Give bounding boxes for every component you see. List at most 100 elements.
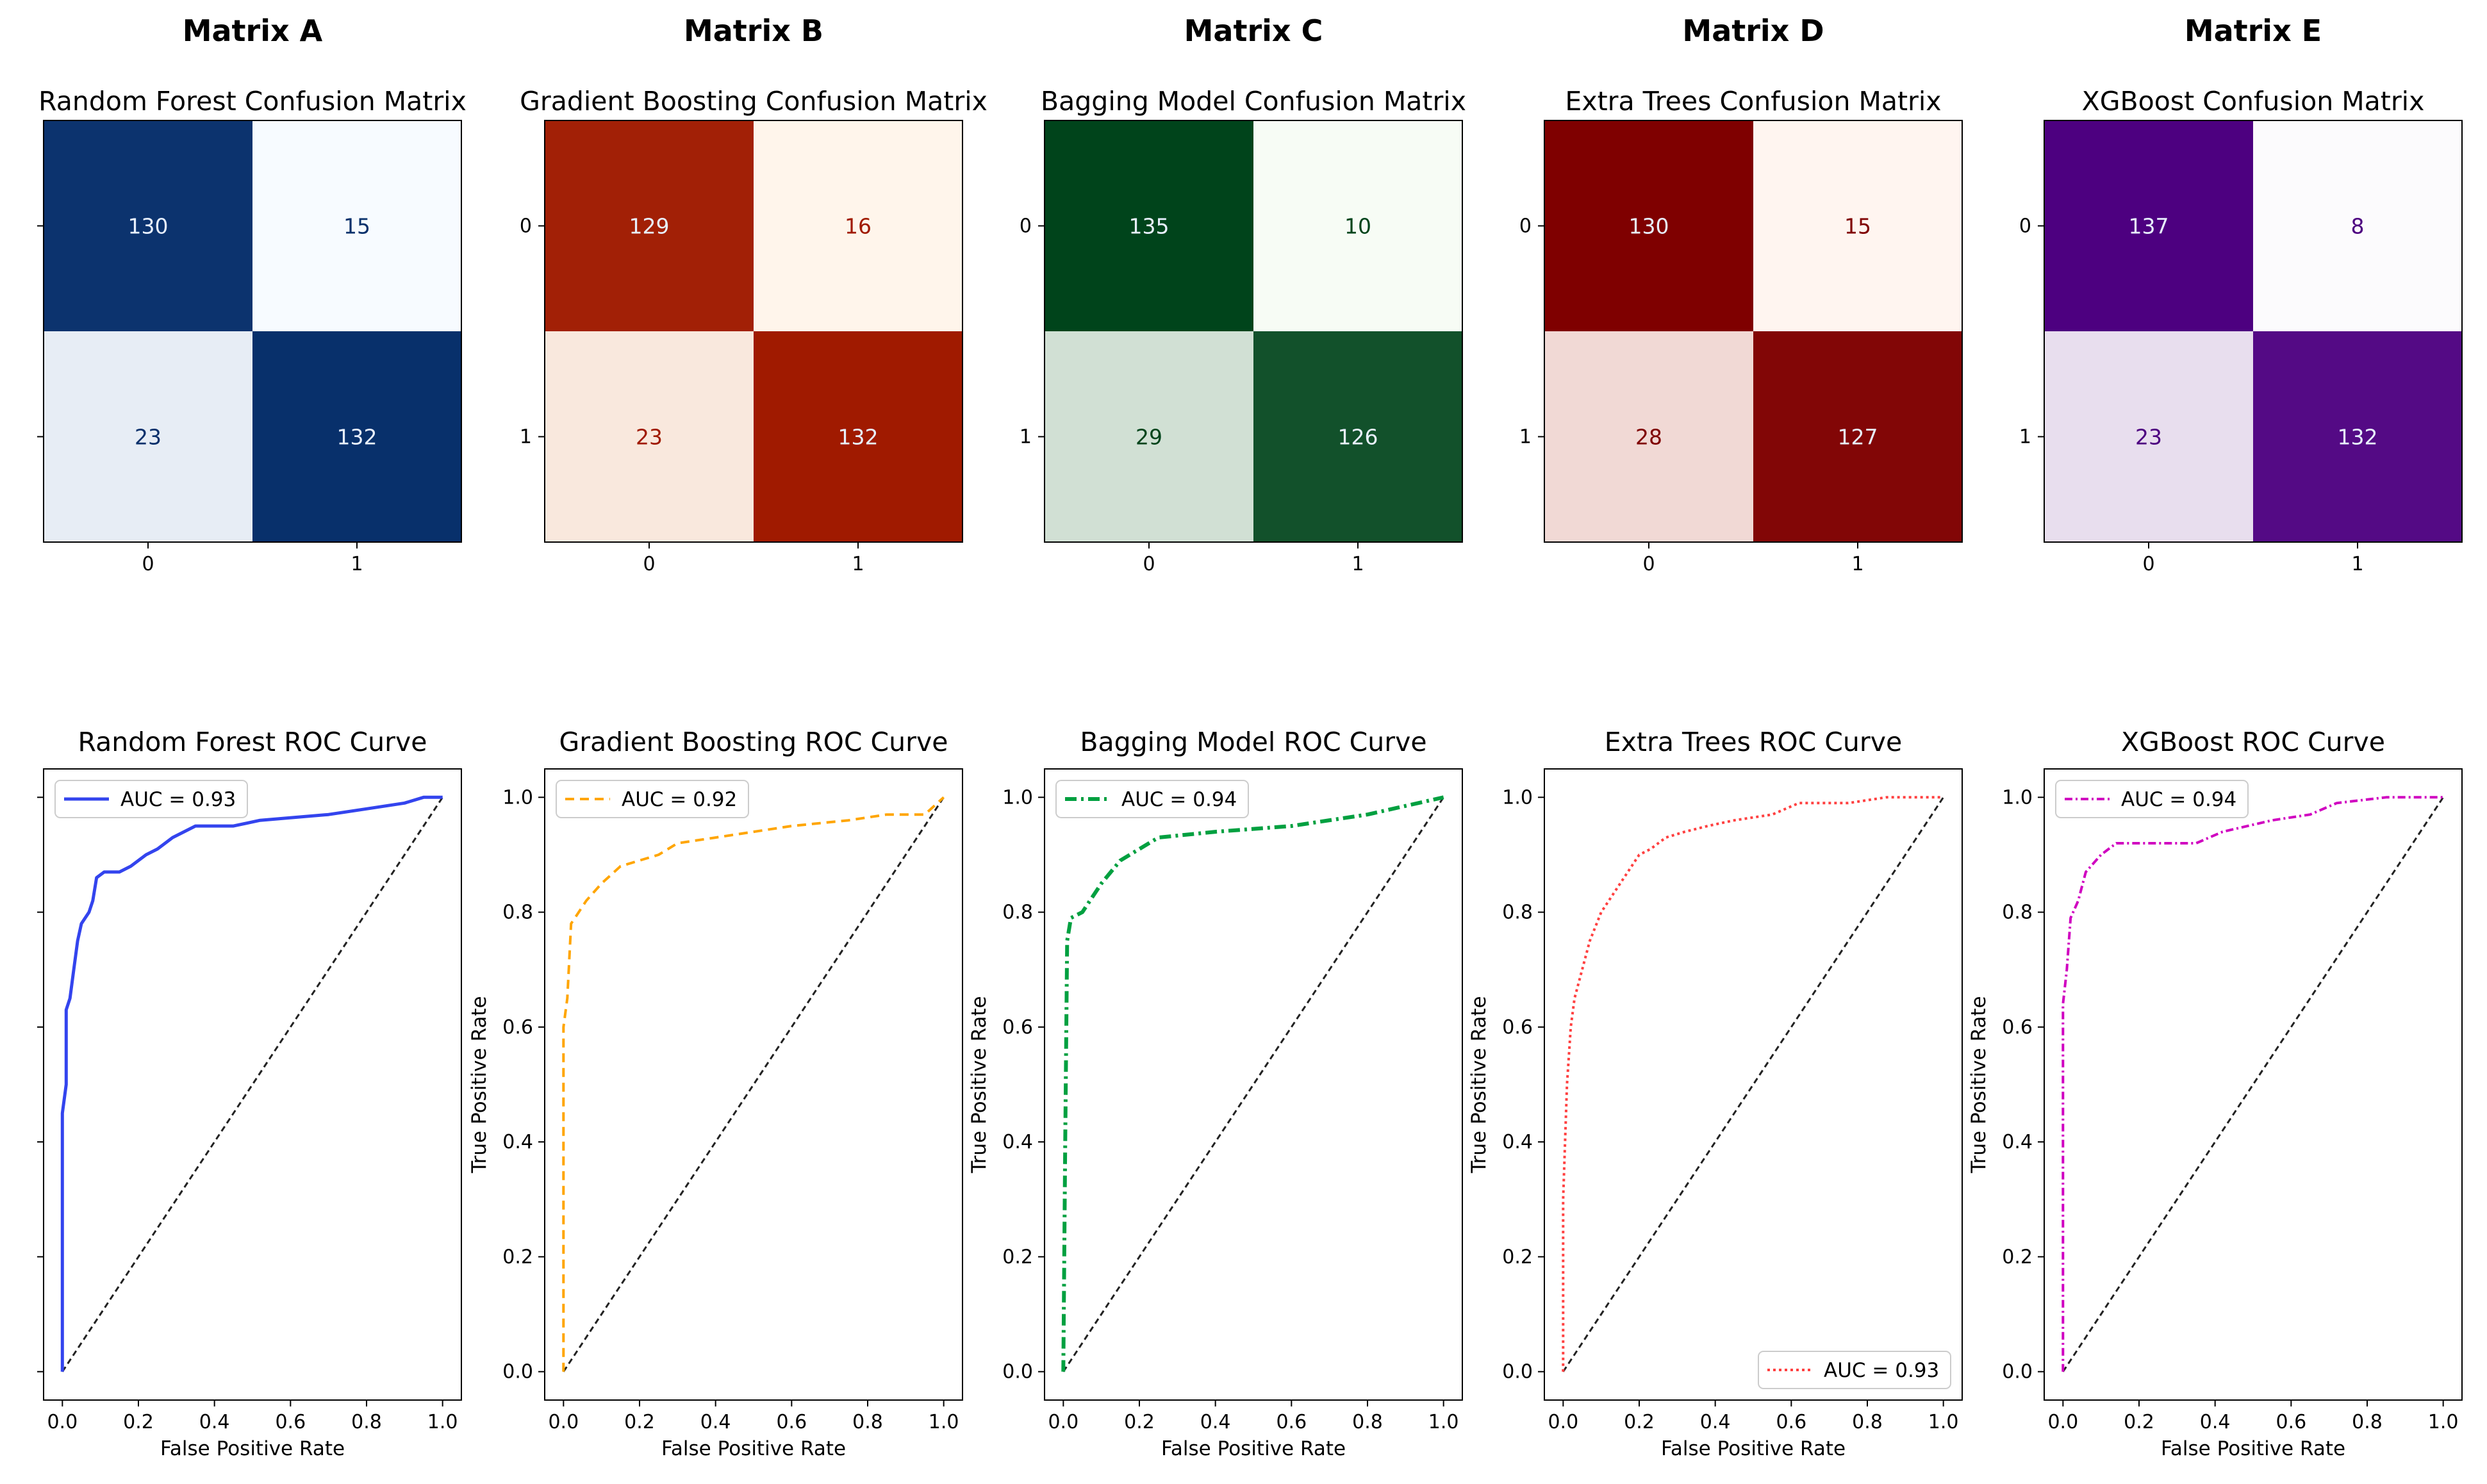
- cm-cell: [1544, 331, 1753, 542]
- roc-ytick-label: 0.4: [1002, 1131, 1033, 1153]
- roc-ytick-label: 0.2: [2002, 1246, 2033, 1268]
- roc-legend: AUC = 0.94: [2055, 780, 2249, 818]
- legend-label: AUC = 0.93: [120, 788, 236, 811]
- roc-xtick-label: 1.0: [2428, 1411, 2459, 1433]
- confusion-matrix: 137 8 23 132 0 1 0 1: [2019, 120, 2463, 575]
- legend-box: [556, 780, 749, 818]
- cm-cell-value: 126: [1338, 425, 1378, 450]
- roc-curve: [1061, 795, 1444, 1372]
- roc-plot: 0.0 0.2 0.4 0.6 0.8 1.0 0.0 0.2 0.4 0.6 0.8 1.0 Fals…: [968, 768, 1463, 1460]
- roc-curve: [60, 795, 443, 1372]
- cm-cell: [545, 331, 754, 542]
- cm-cell-value: 129: [629, 214, 670, 239]
- cm-cell-value: 130: [1629, 214, 1669, 239]
- cm-cell-value: 137: [2129, 214, 2169, 239]
- roc-title: Random Forest ROC Curve: [78, 727, 427, 757]
- cm-ytick-label: 1: [520, 426, 532, 449]
- cm-ytick-label: 0: [2019, 215, 2031, 238]
- roc-ytick-label: 0.8: [1002, 902, 1033, 924]
- cm-xtick-label: 0: [1642, 553, 1655, 575]
- cm-xtick-label: 0: [2142, 553, 2154, 575]
- matrix-title: Matrix B: [684, 13, 823, 48]
- cm-title: XGBoost Confusion Matrix: [2082, 86, 2425, 117]
- roc-plot: 0.0 0.2 0.4 0.6 0.8 1.0 False Positive Rate AUC…: [37, 768, 462, 1460]
- cm-cell-value: 132: [2338, 425, 2378, 450]
- cm-cell: [252, 331, 461, 542]
- cm-xtick-label: 1: [852, 553, 864, 575]
- cm-xtick-label: 1: [1351, 553, 1364, 575]
- roc-title: Bagging Model ROC Curve: [1080, 727, 1426, 757]
- roc-xtick-label: 0.4: [1700, 1411, 1731, 1433]
- roc-xtick-label: 0.2: [123, 1411, 154, 1433]
- panel-2: Matrix C Bagging Model Confusion Matrix 13…: [968, 13, 1466, 1460]
- roc-ytick-label: 0.8: [2002, 902, 2033, 924]
- roc-ytick-label: 0.4: [2002, 1131, 2033, 1153]
- roc-plot: 0.0 0.2 0.4 0.6 0.8 1.0 0.0 0.2 0.4 0.6 0.8 1.0 Fals…: [1967, 768, 2463, 1460]
- cm-cell-value: 132: [838, 425, 879, 450]
- cm-cell: [2044, 331, 2253, 542]
- cm-ytick-label: 0: [1519, 215, 1532, 238]
- cm-title: Random Forest Confusion Matrix: [38, 86, 467, 117]
- roc-xlabel: False Positive Rate: [1161, 1437, 1346, 1460]
- cm-ytick-label: 1: [2019, 426, 2031, 449]
- cm-cell: [545, 120, 754, 331]
- roc-xtick-label: 0.0: [1048, 1411, 1078, 1433]
- cm-ytick-label: 0: [520, 215, 532, 238]
- cm-cell: [1045, 331, 1253, 542]
- panel-3: Matrix D Extra Trees Confusion Matrix 130 1…: [1467, 13, 1963, 1460]
- roc-xtick-label: 0.2: [1124, 1411, 1155, 1433]
- cm-cell-value: 28: [1635, 425, 1662, 450]
- matrix-title: Matrix E: [2185, 13, 2322, 48]
- roc-xtick-label: 0.2: [1624, 1411, 1655, 1433]
- cm-cell: [1045, 120, 1253, 331]
- cm-cell: [1253, 331, 1462, 542]
- roc-ytick-label: 0.0: [502, 1361, 533, 1383]
- cm-cell: [1753, 331, 1962, 542]
- roc-plot: 0.0 0.2 0.4 0.6 0.8 1.0 0.0 0.2 0.4 0.6 0.8 1.0 Fals…: [1467, 768, 1963, 1460]
- cm-cell-value: 127: [1838, 425, 1878, 450]
- cm-frame: [1544, 120, 1963, 543]
- roc-xlabel: False Positive Rate: [661, 1437, 846, 1460]
- roc-ytick-label: 0.2: [1502, 1246, 1533, 1268]
- cm-cell-value: 16: [845, 214, 872, 239]
- roc-title: XGBoost ROC Curve: [2121, 727, 2385, 757]
- matrix-title: Matrix D: [1682, 13, 1824, 48]
- roc-xtick-label: 0.4: [1200, 1411, 1231, 1433]
- roc-xtick-label: 0.8: [351, 1411, 382, 1433]
- roc-xtick-label: 1.0: [1928, 1411, 1959, 1433]
- confusion-matrix: 130 15 23 132 0 1: [37, 120, 462, 575]
- cm-cell-value: 132: [337, 425, 377, 450]
- cm-cell-value: 8: [2351, 214, 2365, 239]
- cm-cell-value: 15: [1844, 214, 1871, 239]
- roc-xtick-label: 0.8: [852, 1411, 883, 1433]
- roc-ytick-label: 0.8: [1502, 902, 1533, 924]
- legend-box: [54, 780, 248, 818]
- cm-xtick-label: 0: [643, 553, 655, 575]
- cm-frame: [2044, 120, 2463, 543]
- roc-xtick-label: 0.8: [1352, 1411, 1383, 1433]
- roc-xtick-label: 0.0: [2047, 1411, 2078, 1433]
- cm-cell-value: 10: [1344, 214, 1371, 239]
- roc-ylabel: True Positive Rate: [1467, 996, 1491, 1173]
- roc-xtick-label: 0.0: [548, 1411, 579, 1433]
- cm-cell-value: 23: [135, 425, 161, 450]
- cm-cell: [754, 331, 963, 542]
- roc-ylabel: True Positive Rate: [468, 996, 491, 1173]
- roc-ytick-label: 0.6: [502, 1016, 533, 1039]
- roc-ytick-label: 1.0: [2002, 786, 2033, 809]
- roc-legend: AUC = 0.93: [54, 780, 248, 818]
- cm-ytick-label: 1: [1519, 426, 1532, 449]
- cm-title: Extra Trees Confusion Matrix: [1565, 86, 1941, 117]
- cm-cell: [2253, 120, 2462, 331]
- cm-cell-value: 23: [636, 425, 663, 450]
- roc-ytick-label: 0.2: [1002, 1246, 1033, 1268]
- cm-frame: [544, 120, 963, 543]
- legend-label: AUC = 0.93: [1824, 1359, 1939, 1382]
- roc-xlabel: False Positive Rate: [1661, 1437, 1846, 1460]
- roc-xtick-label: 0.6: [776, 1411, 807, 1433]
- cm-frame: [1044, 120, 1463, 543]
- cm-cell-value: 15: [343, 214, 370, 239]
- roc-legend: AUC = 0.93: [1758, 1351, 1951, 1389]
- roc-xtick-label: 0.6: [1776, 1411, 1806, 1433]
